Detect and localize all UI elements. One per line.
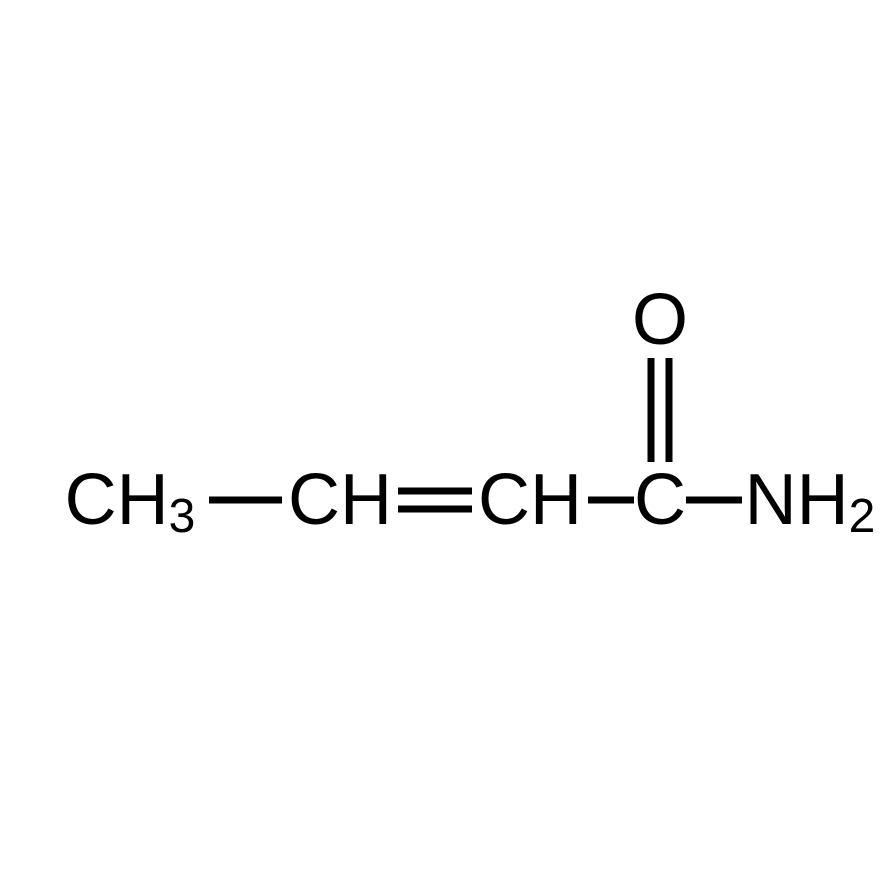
atom-label-C3: CH [288,460,392,540]
molecule-diagram: CH3 CH CH C O NH2 [0,0,890,890]
atom-label-C4: CH3 [65,460,196,542]
atom-label-N1: NH2 [745,460,876,542]
atom-label-C2: CH [478,460,582,540]
atom-label-O1: O [632,280,688,360]
atoms-group: CH3 CH CH C O NH2 [65,280,876,542]
atom-label-C1: C [634,460,686,540]
